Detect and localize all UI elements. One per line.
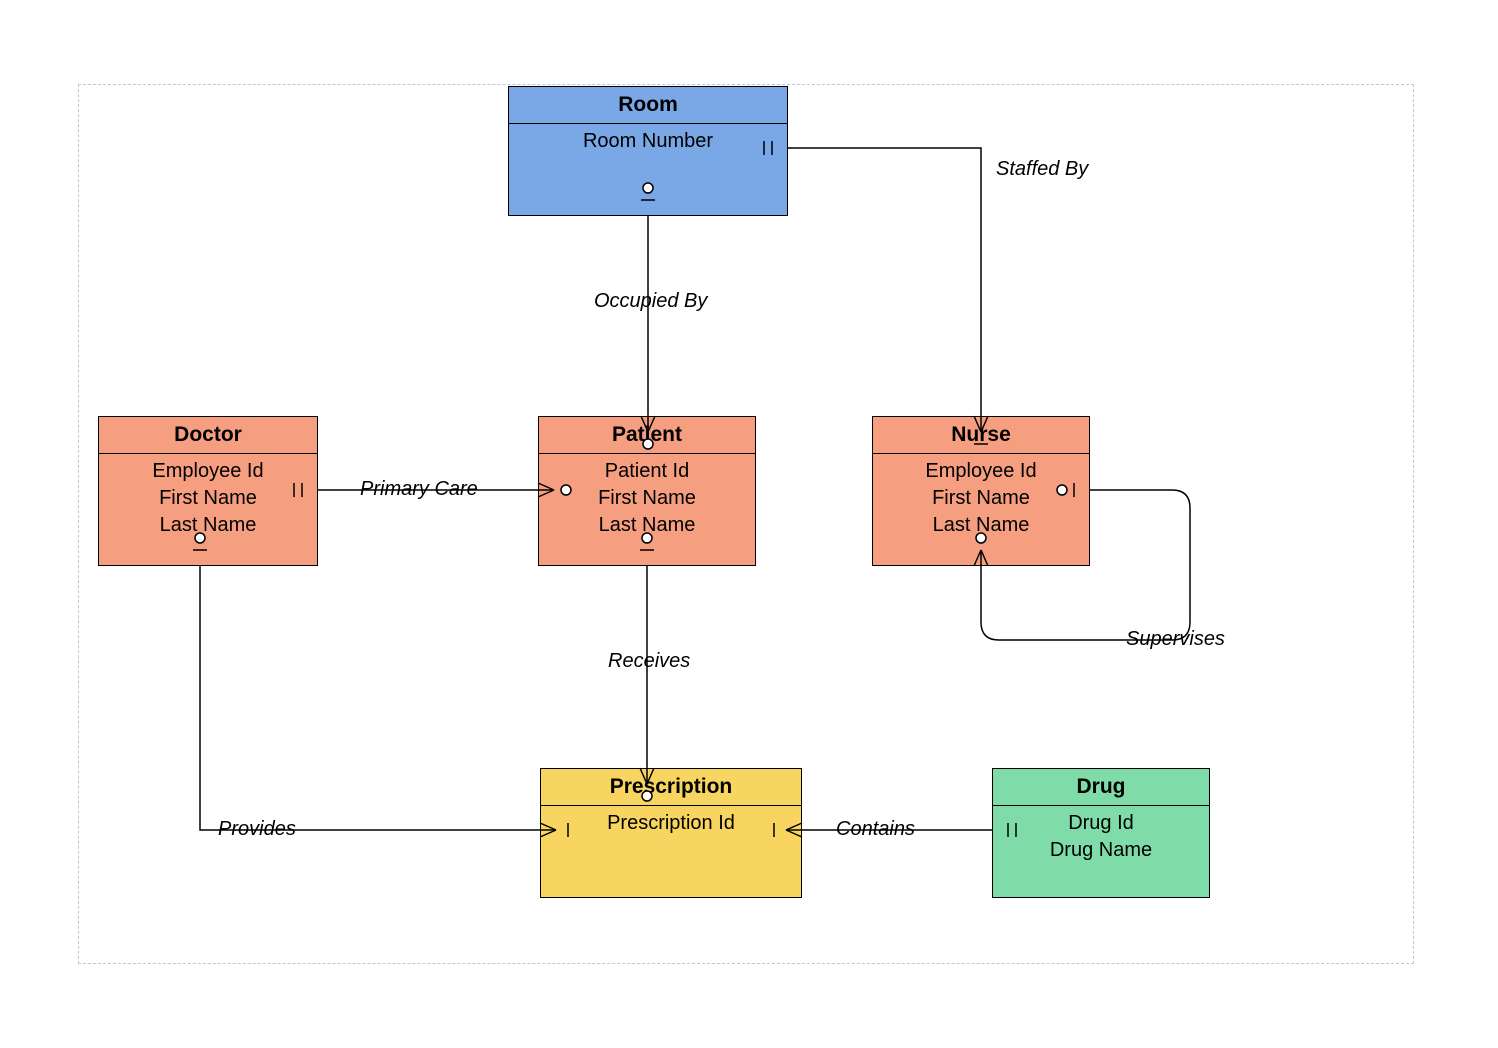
entity-attr: Drug Name bbox=[997, 837, 1205, 864]
entity-attr: Employee Id bbox=[103, 458, 313, 485]
entity-attr: Last Name bbox=[877, 512, 1085, 539]
entity-attr: Room Number bbox=[513, 128, 783, 155]
label-occupied-by: Occupied By bbox=[594, 290, 707, 313]
entity-prescription: Prescription Prescription Id bbox=[540, 768, 802, 898]
entity-doctor: Doctor Employee IdFirst NameLast Name bbox=[98, 416, 318, 566]
entity-attr: Last Name bbox=[103, 512, 313, 539]
label-contains: Contains bbox=[836, 818, 915, 841]
entity-drug-body: Drug IdDrug Name bbox=[993, 806, 1209, 872]
entity-prescription-body: Prescription Id bbox=[541, 806, 801, 845]
entity-doctor-body: Employee IdFirst NameLast Name bbox=[99, 454, 317, 547]
entity-room: Room Room Number bbox=[508, 86, 788, 216]
entity-attr: Patient Id bbox=[543, 458, 751, 485]
entity-attr: Employee Id bbox=[877, 458, 1085, 485]
label-provides: Provides bbox=[218, 818, 296, 841]
label-supervises: Supervises bbox=[1126, 628, 1225, 651]
label-primary-care: Primary Care bbox=[360, 478, 478, 501]
entity-nurse-title: Nurse bbox=[873, 417, 1089, 454]
entity-attr: Drug Id bbox=[997, 810, 1205, 837]
entity-room-body: Room Number bbox=[509, 124, 787, 163]
entity-attr: Prescription Id bbox=[545, 810, 797, 837]
label-staffed-by: Staffed By bbox=[996, 158, 1088, 181]
entity-nurse-body: Employee IdFirst NameLast Name bbox=[873, 454, 1089, 547]
entity-attr: First Name bbox=[877, 485, 1085, 512]
entity-attr: First Name bbox=[543, 485, 751, 512]
entity-attr: Last Name bbox=[543, 512, 751, 539]
entity-drug-title: Drug bbox=[993, 769, 1209, 806]
entity-patient-body: Patient IdFirst NameLast Name bbox=[539, 454, 755, 547]
entity-prescription-title: Prescription bbox=[541, 769, 801, 806]
entity-nurse: Nurse Employee IdFirst NameLast Name bbox=[872, 416, 1090, 566]
entity-room-title: Room bbox=[509, 87, 787, 124]
entity-drug: Drug Drug IdDrug Name bbox=[992, 768, 1210, 898]
entity-attr: First Name bbox=[103, 485, 313, 512]
diagram-page: Room Room Number Doctor Employee IdFirst… bbox=[0, 0, 1498, 1048]
label-receives: Receives bbox=[608, 650, 690, 673]
entity-doctor-title: Doctor bbox=[99, 417, 317, 454]
entity-patient-title: Patient bbox=[539, 417, 755, 454]
entity-patient: Patient Patient IdFirst NameLast Name bbox=[538, 416, 756, 566]
